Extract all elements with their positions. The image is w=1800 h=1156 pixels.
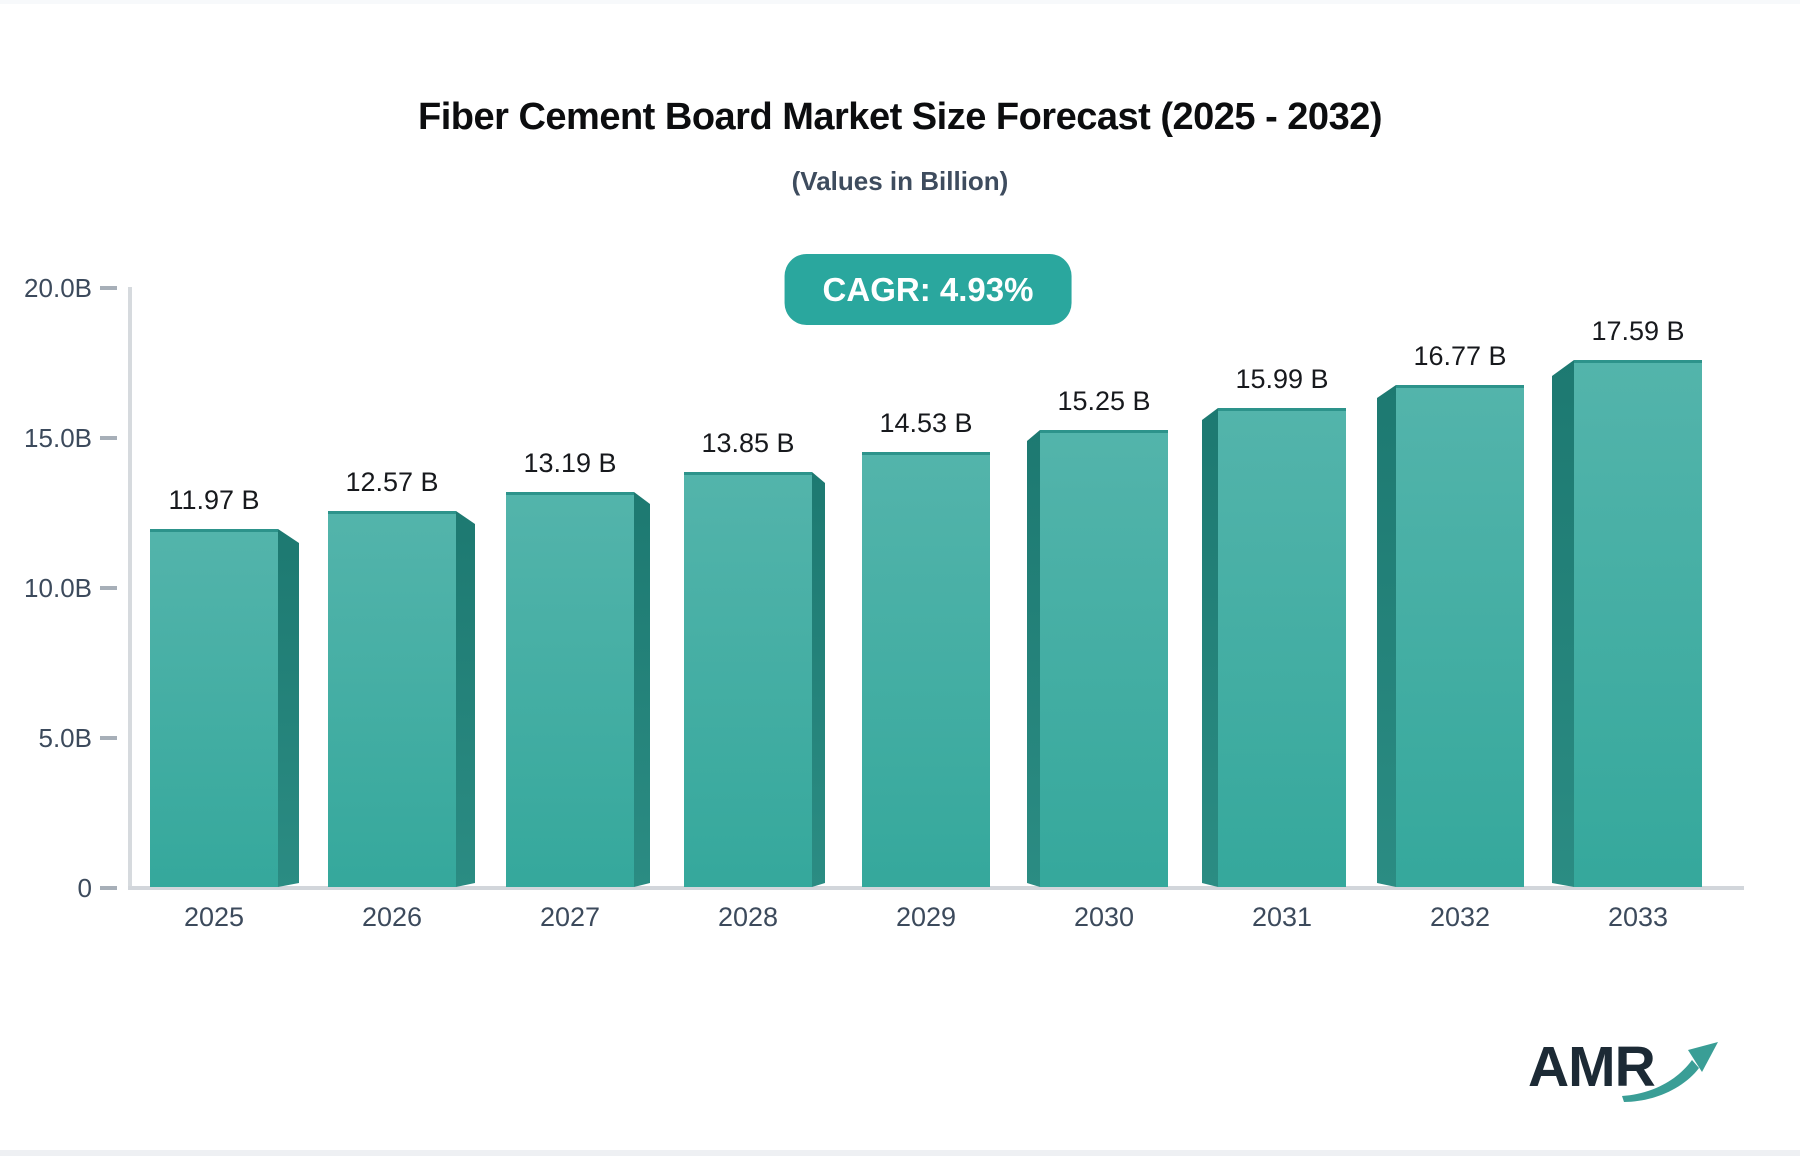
- growth-arrow-icon: [1622, 1042, 1718, 1102]
- y-axis-tick-mark: [100, 736, 117, 740]
- bar-side-2028: [812, 472, 825, 887]
- bar-side-2025: [278, 529, 299, 887]
- x-axis-label-2029: 2029: [895, 902, 957, 932]
- bar-value-label: 14.53 B: [879, 408, 973, 438]
- bar-side-2026: [456, 511, 475, 887]
- bar-side-2027: [634, 492, 650, 887]
- bar-value-label: 17.59 B: [1591, 316, 1685, 346]
- bar-value-label: 13.85 B: [701, 428, 795, 458]
- bar-side-2032: [1377, 385, 1396, 887]
- bar-value-label: 11.97 B: [168, 485, 260, 515]
- x-axis-label-2026: 2026: [361, 902, 423, 932]
- y-axis-tick-label: 20.0B: [24, 273, 92, 303]
- y-axis-tick-mark: [100, 286, 117, 290]
- top-edge-strip: [0, 0, 1800, 4]
- x-axis-label-2025: 2025: [183, 902, 245, 932]
- x-axis-label-2033: 2033: [1607, 902, 1669, 932]
- bar-2025: [150, 529, 278, 887]
- bar-2028: [684, 472, 812, 887]
- bar-value-label: 12.57 B: [345, 467, 439, 497]
- y-axis-line: [128, 287, 132, 890]
- bar-2031: [1218, 408, 1346, 887]
- x-axis-label-2030: 2030: [1073, 902, 1135, 932]
- y-axis-tick-label: 10.0B: [24, 573, 92, 603]
- amr-logo: AMR: [1528, 1034, 1718, 1104]
- bar-value-label: 15.25 B: [1057, 386, 1151, 416]
- bar-2026: [328, 511, 456, 887]
- x-axis-label-2031: 2031: [1251, 902, 1313, 932]
- x-axis-baseline: [128, 886, 1744, 890]
- bar-value-label: 15.99 B: [1235, 364, 1329, 394]
- x-axis-label-2032: 2032: [1429, 902, 1491, 932]
- y-axis-tick-label: 5.0B: [38, 723, 93, 753]
- cagr-badge: CAGR: 4.93%: [784, 254, 1072, 325]
- bar-side-2033: [1552, 360, 1574, 887]
- chart-title: Fiber Cement Board Market Size Forecast …: [418, 96, 1383, 138]
- chart-subtitle: (Values in Billion): [791, 166, 1009, 196]
- amr-logo-text: AMR: [1528, 1035, 1656, 1099]
- y-axis-tick-mark: [100, 436, 117, 440]
- bar-side-2031: [1202, 408, 1218, 887]
- bar-value-label: 16.77 B: [1413, 341, 1507, 371]
- y-axis-tick-mark: [100, 586, 117, 590]
- y-axis-tick-label: 0: [77, 873, 92, 903]
- x-axis-label-2027: 2027: [539, 902, 601, 932]
- bar-2033: [1574, 360, 1702, 887]
- bar-2032: [1396, 385, 1524, 887]
- y-axis-tick-mark: [100, 886, 117, 890]
- bar-2030: [1040, 430, 1168, 887]
- bottom-edge-strip: [0, 1150, 1800, 1156]
- bar-side-2030: [1027, 430, 1040, 887]
- bar-value-label: 13.19 B: [523, 448, 617, 478]
- x-axis-label-2028: 2028: [717, 902, 779, 932]
- y-axis-tick-label: 15.0B: [24, 423, 92, 453]
- bar-2029: [862, 452, 990, 887]
- bar-2027: [506, 492, 634, 887]
